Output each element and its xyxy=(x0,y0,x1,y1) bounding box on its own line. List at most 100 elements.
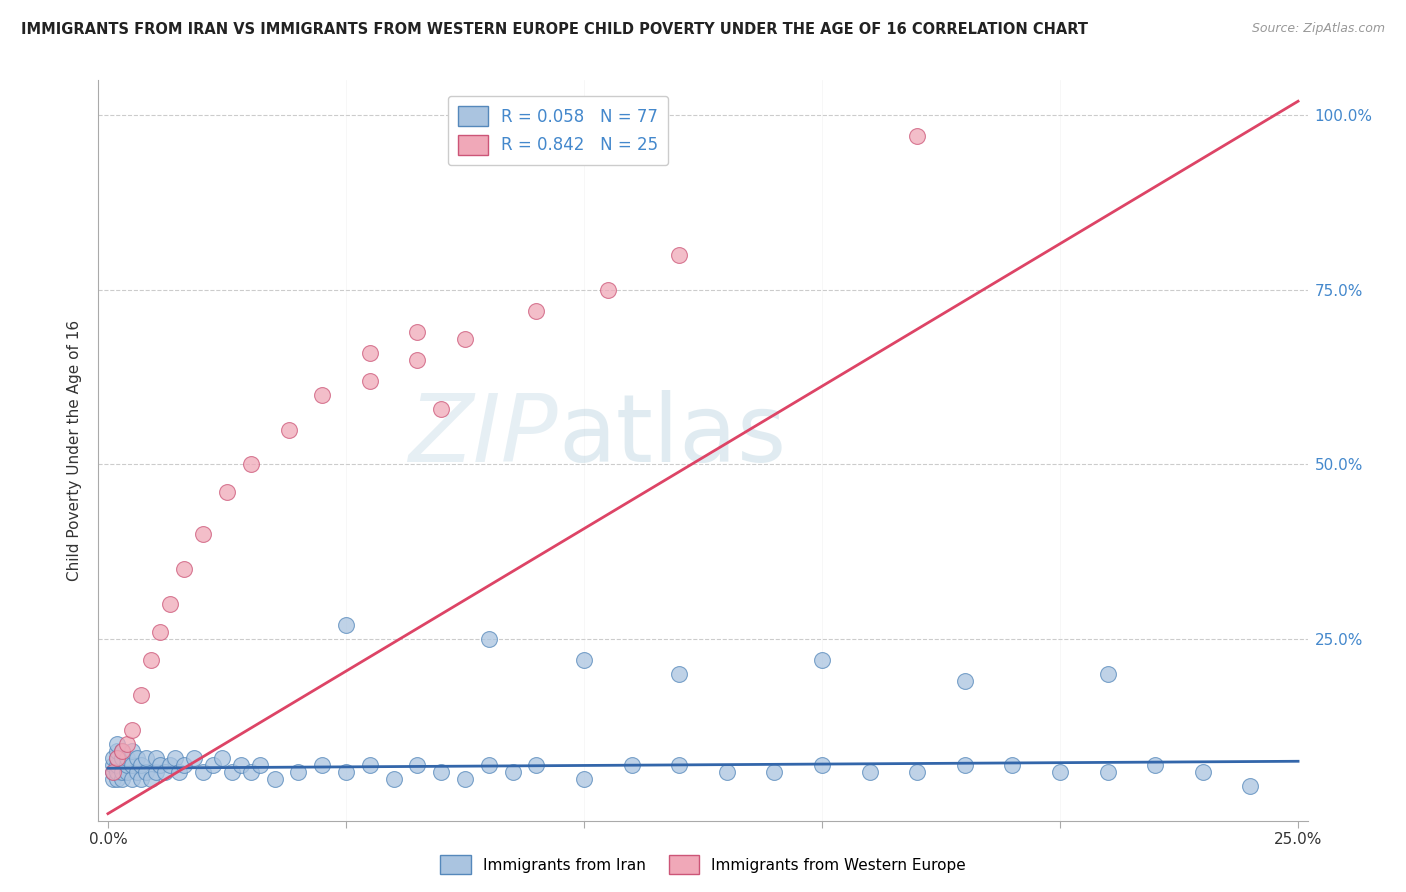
Point xyxy=(668,757,690,772)
Point xyxy=(115,751,138,765)
Point xyxy=(107,772,129,786)
Point xyxy=(406,757,429,772)
Point xyxy=(620,757,643,772)
Point xyxy=(406,352,429,367)
Point xyxy=(524,757,547,772)
Point xyxy=(173,562,195,576)
Point xyxy=(135,764,157,779)
Point xyxy=(359,345,381,359)
Point xyxy=(139,772,162,786)
Legend: R = 0.058   N = 77, R = 0.842   N = 25: R = 0.058 N = 77, R = 0.842 N = 25 xyxy=(447,96,668,165)
Point xyxy=(101,772,124,786)
Point xyxy=(107,744,129,758)
Point xyxy=(953,757,976,772)
Point xyxy=(139,653,162,667)
Point xyxy=(335,618,357,632)
Point xyxy=(111,751,134,765)
Point xyxy=(953,673,976,688)
Point xyxy=(149,625,172,640)
Point xyxy=(111,744,134,758)
Point xyxy=(502,764,524,779)
Point xyxy=(1239,779,1261,793)
Point xyxy=(311,387,333,401)
Point xyxy=(159,757,181,772)
Point xyxy=(263,772,285,786)
Point xyxy=(115,764,138,779)
Point xyxy=(159,597,181,611)
Y-axis label: Child Poverty Under the Age of 16: Child Poverty Under the Age of 16 xyxy=(67,320,83,581)
Point xyxy=(905,129,928,144)
Point xyxy=(101,751,124,765)
Point xyxy=(277,423,299,437)
Point xyxy=(359,757,381,772)
Point xyxy=(129,772,152,786)
Point xyxy=(173,757,195,772)
Point xyxy=(149,757,172,772)
Point xyxy=(454,772,477,786)
Point xyxy=(454,332,477,346)
Point xyxy=(335,764,357,779)
Point xyxy=(115,737,138,751)
Point xyxy=(129,757,152,772)
Point xyxy=(430,764,453,779)
Point xyxy=(668,248,690,262)
Point xyxy=(572,653,595,667)
Point xyxy=(121,772,143,786)
Point xyxy=(478,757,501,772)
Point xyxy=(763,764,786,779)
Point xyxy=(107,751,129,765)
Point xyxy=(215,485,238,500)
Point xyxy=(572,772,595,786)
Point xyxy=(111,764,134,779)
Point xyxy=(905,764,928,779)
Point xyxy=(163,751,186,765)
Point xyxy=(121,723,143,737)
Point xyxy=(1049,764,1071,779)
Point xyxy=(101,757,124,772)
Text: IMMIGRANTS FROM IRAN VS IMMIGRANTS FROM WESTERN EUROPE CHILD POVERTY UNDER THE A: IMMIGRANTS FROM IRAN VS IMMIGRANTS FROM … xyxy=(21,22,1088,37)
Point xyxy=(101,764,124,779)
Text: atlas: atlas xyxy=(558,390,786,482)
Point xyxy=(716,764,738,779)
Point xyxy=(1001,757,1024,772)
Point xyxy=(1097,764,1119,779)
Point xyxy=(249,757,271,772)
Point xyxy=(287,764,309,779)
Point xyxy=(211,751,233,765)
Point xyxy=(129,688,152,702)
Point xyxy=(107,751,129,765)
Point xyxy=(1144,757,1167,772)
Legend: Immigrants from Iran, Immigrants from Western Europe: Immigrants from Iran, Immigrants from We… xyxy=(434,849,972,880)
Point xyxy=(359,374,381,388)
Point xyxy=(596,283,619,297)
Point xyxy=(169,764,191,779)
Point xyxy=(239,458,262,472)
Point xyxy=(311,757,333,772)
Point xyxy=(115,757,138,772)
Point xyxy=(668,667,690,681)
Point xyxy=(191,764,214,779)
Point xyxy=(201,757,224,772)
Point xyxy=(1192,764,1215,779)
Point xyxy=(101,764,124,779)
Point xyxy=(239,764,262,779)
Text: Source: ZipAtlas.com: Source: ZipAtlas.com xyxy=(1251,22,1385,36)
Point xyxy=(811,653,834,667)
Point xyxy=(191,527,214,541)
Point xyxy=(859,764,882,779)
Point xyxy=(107,757,129,772)
Point xyxy=(183,751,205,765)
Point xyxy=(231,757,253,772)
Point xyxy=(107,737,129,751)
Point xyxy=(524,303,547,318)
Point xyxy=(811,757,834,772)
Point xyxy=(121,757,143,772)
Point xyxy=(135,751,157,765)
Point xyxy=(125,764,148,779)
Point xyxy=(406,325,429,339)
Point xyxy=(111,744,134,758)
Point xyxy=(121,744,143,758)
Text: ZIP: ZIP xyxy=(408,390,558,481)
Point xyxy=(125,751,148,765)
Point xyxy=(382,772,405,786)
